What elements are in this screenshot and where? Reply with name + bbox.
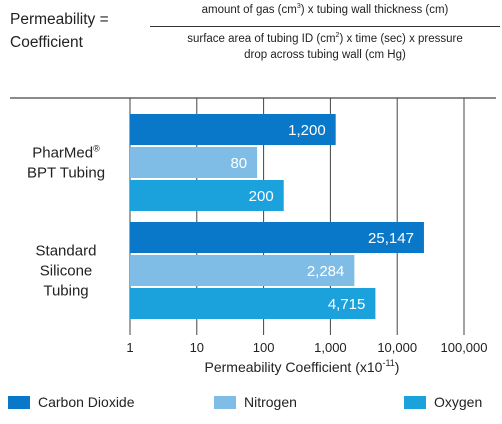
category-label-1-0: Standard	[36, 243, 97, 260]
formula-numerator-post: ) x tubing wall thickness (cm)	[300, 4, 449, 16]
formula-denominator-l1-pre: surface area of tubing ID (cm	[187, 33, 336, 45]
bar-nitrogen-1	[130, 255, 355, 286]
legend-swatch	[214, 395, 236, 409]
category-label-1-1: Silicone	[40, 263, 93, 280]
bar-oxygen-0	[130, 180, 284, 211]
registered-mark: ®	[93, 144, 100, 154]
formula-denominator-l1-post: ) x time (sec) x pressure	[339, 33, 463, 45]
legend-item-carbon-dioxide: Carbon Dioxide	[8, 392, 135, 412]
x-tick-label-1: 10	[190, 340, 204, 355]
x-tick-label-4: 10,000	[377, 340, 417, 355]
bar-nitrogen-0	[130, 147, 258, 178]
bar-label-1-0: 80	[230, 155, 247, 172]
formula-fraction-bar	[150, 26, 500, 27]
formula-numerator-sup: 3	[296, 3, 301, 11]
category-label-1-2: Tubing	[43, 283, 88, 300]
x-tick-labels: 1 10 100 1,000 10,000 100,000	[126, 340, 487, 355]
formula-denominator-l1-sup: 2	[335, 32, 340, 40]
x-tick-label-0: 1	[126, 340, 133, 355]
x-axis-label-text: Permeability Coefficient (x10	[205, 359, 383, 375]
category-label-0-1: BPT Tubing	[27, 165, 105, 182]
bar-oxygen-1	[130, 288, 376, 319]
x-axis-label-sup: -11	[382, 358, 394, 368]
bar-carbon-dioxide-0	[130, 114, 336, 145]
formula-lhs-line1: Permeability =	[10, 11, 109, 28]
bar-label-2-0: 200	[249, 188, 274, 205]
bar-label-0-1: 25,147	[368, 230, 414, 247]
formula-denominator: surface area of tubing ID (cm2) x time (…	[150, 31, 500, 63]
legend-label: Oxygen	[434, 394, 483, 410]
category-labels: PharMed® BPT Tubing Standard Silicone Tubing	[27, 144, 105, 300]
formula-lhs-line2: Coefficient	[10, 34, 83, 51]
category-label-0-0: PharMed®	[32, 144, 100, 162]
formula: Permeability = Coefficient amount of gas…	[0, 0, 502, 80]
bar-label-0-0: 1,200	[288, 122, 326, 139]
formula-numerator: amount of gas (cm3) x tubing wall thickn…	[150, 3, 500, 16]
x-axis-label-close: )	[395, 359, 400, 375]
formula-numerator-pre: amount of gas (cm	[201, 4, 297, 16]
legend-swatch	[404, 395, 426, 409]
legend-swatch	[8, 395, 30, 409]
bar-label-1-1: 2,284	[307, 263, 345, 280]
legend-item-oxygen: Oxygen	[404, 392, 482, 412]
legend: Carbon Dioxide Nitrogen Oxygen	[0, 392, 502, 414]
bar-carbon-dioxide-1	[130, 222, 424, 253]
legend-item-nitrogen: Nitrogen	[214, 392, 297, 412]
x-tick-label-3: 1,000	[314, 340, 347, 355]
formula-denominator-line1: surface area of tubing ID (cm2) x time (…	[150, 31, 500, 47]
x-tick-label-5: 100,000	[441, 340, 488, 355]
bar-label-2-1: 4,715	[328, 296, 366, 313]
legend-label: Carbon Dioxide	[38, 394, 135, 410]
formula-denominator-line2: drop across tubing wall (cm Hg)	[244, 49, 406, 61]
x-tick-label-2: 100	[253, 340, 275, 355]
x-axis-label: Permeability Coefficient (x10-11)	[205, 358, 400, 375]
legend-label: Nitrogen	[244, 394, 297, 410]
